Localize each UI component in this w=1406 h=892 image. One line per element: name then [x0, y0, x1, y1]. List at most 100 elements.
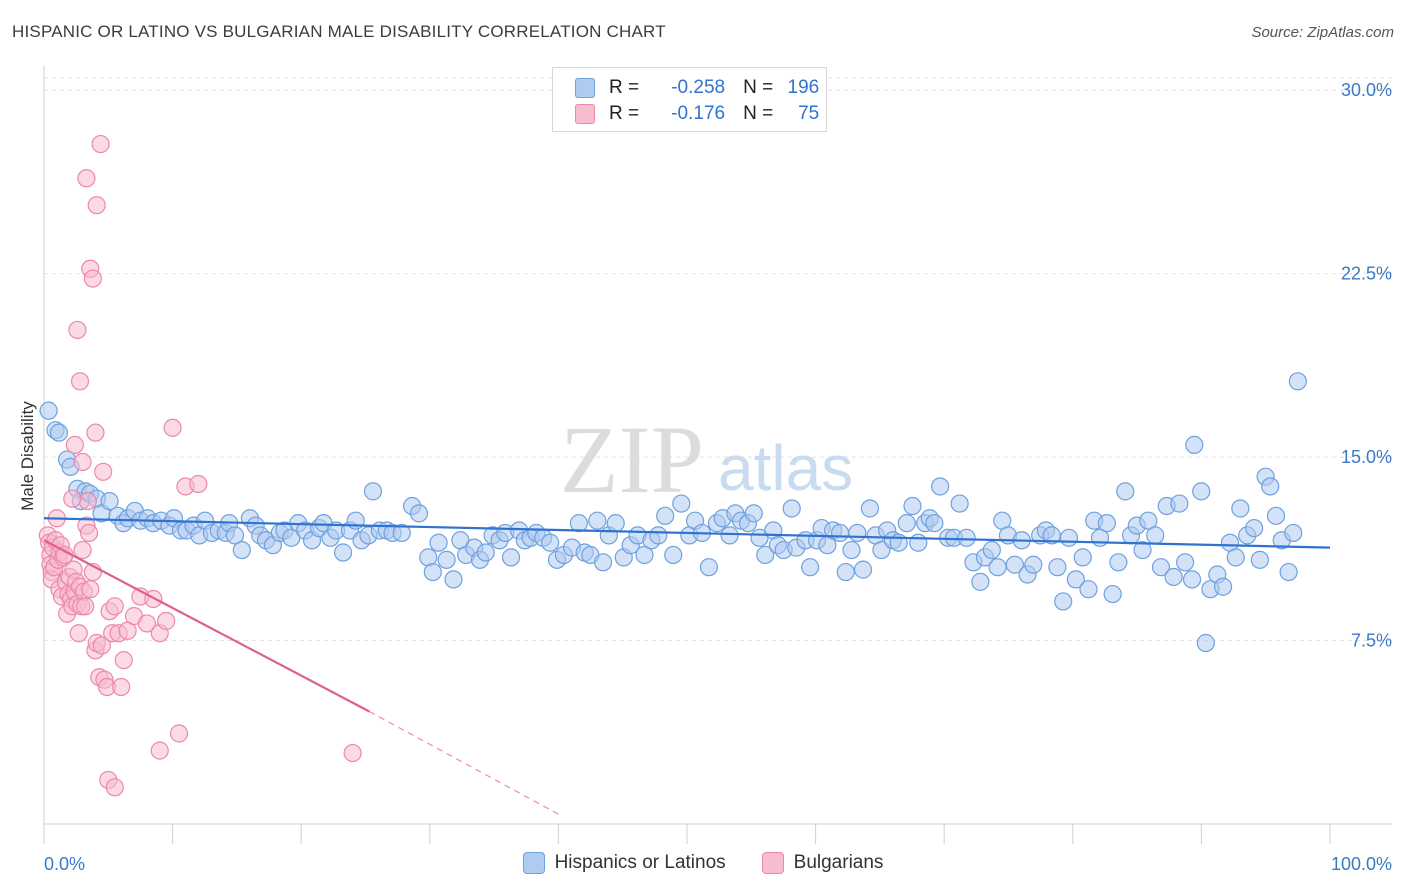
legend-row-hispanic: R = -0.258 N = 196 — [575, 76, 819, 100]
data-point — [1059, 528, 1079, 547]
trend-line-extension — [369, 710, 559, 815]
data-point — [39, 401, 58, 420]
data-point — [782, 499, 801, 518]
data-point — [423, 562, 442, 582]
data-point — [105, 597, 124, 616]
data-point — [65, 435, 84, 454]
data-point — [699, 558, 718, 577]
legend-item-hispanic[interactable]: Hispanics or Latinos — [522, 852, 726, 874]
legend-n-label: N = — [743, 77, 774, 98]
data-point — [363, 482, 383, 501]
data-point — [79, 523, 99, 543]
data-point — [163, 418, 182, 437]
y-axis-label: Male Disability — [18, 401, 37, 511]
data-point — [848, 523, 867, 543]
legend-item-bulgarian[interactable]: Bulgarians — [761, 852, 883, 874]
data-point — [105, 778, 124, 797]
data-point — [988, 558, 1007, 577]
data-point — [756, 545, 775, 565]
data-point — [982, 540, 1001, 560]
data-point — [1116, 482, 1135, 501]
legend-swatch-hispanic — [522, 852, 545, 874]
data-point — [801, 558, 820, 577]
trend-line — [43, 517, 1331, 549]
data-point — [49, 423, 69, 442]
data-point — [1103, 584, 1122, 604]
legend-row-bulgarian: R = -0.176 N = 75 — [575, 102, 819, 126]
data-point — [189, 474, 208, 494]
data-point — [78, 492, 97, 511]
data-point — [569, 514, 588, 533]
data-point — [77, 169, 96, 188]
data-point — [744, 504, 763, 523]
data-point — [925, 514, 944, 533]
data-point — [70, 372, 90, 391]
data-point — [903, 496, 922, 516]
legend-r-label: R = — [609, 103, 640, 124]
data-point — [1213, 577, 1233, 596]
data-point — [73, 452, 92, 472]
data-point — [1133, 540, 1152, 560]
data-point — [333, 543, 353, 562]
data-point — [1182, 570, 1202, 589]
data-point — [1261, 477, 1280, 496]
data-point — [842, 540, 861, 560]
data-point — [1196, 633, 1215, 653]
data-point — [1066, 570, 1085, 589]
data-point — [76, 597, 95, 616]
data-point — [1097, 514, 1116, 533]
data-point — [343, 743, 362, 763]
data-point — [137, 614, 156, 633]
data-point — [91, 134, 110, 154]
data-point — [1245, 518, 1264, 538]
legend-n-value: 75 — [798, 103, 820, 124]
tick-labels: 7.5% 15.0% 22.5% 30.0% 0.0% 100.0% — [44, 80, 1392, 874]
data-point — [1185, 435, 1204, 454]
data-point — [169, 724, 189, 743]
data-point — [588, 511, 607, 530]
legend-r-value: -0.176 — [671, 103, 726, 124]
data-point — [957, 528, 976, 547]
data-point — [1151, 558, 1171, 577]
data-point — [437, 550, 456, 569]
data-point — [853, 560, 873, 579]
data-point — [1192, 482, 1211, 501]
trend-line — [43, 539, 370, 713]
data-point — [63, 489, 82, 508]
data-point — [1250, 550, 1269, 569]
data-point — [1170, 494, 1189, 513]
data-point — [86, 423, 105, 442]
data-point — [476, 543, 495, 562]
trend-lines — [43, 517, 1331, 815]
data-point — [68, 320, 87, 340]
data-point — [1279, 562, 1298, 582]
series-legend: Hispanics or Latinos Bulgarians — [0, 852, 1406, 874]
data-point — [429, 533, 448, 552]
data-point — [593, 553, 613, 572]
data-point — [409, 504, 429, 523]
data-point — [1146, 526, 1165, 545]
data-point — [1139, 511, 1158, 530]
data-point — [1109, 553, 1128, 572]
watermark-atlas: atlas — [718, 432, 853, 504]
legend-label-hispanic: Hispanics or Latinos — [554, 852, 726, 873]
legend-r-value: -0.258 — [671, 77, 726, 98]
data-point — [232, 540, 251, 560]
data-point — [830, 523, 850, 543]
data-point — [971, 572, 990, 591]
data-point — [672, 494, 691, 513]
data-point — [444, 570, 463, 589]
data-point — [909, 533, 928, 552]
data-point — [720, 526, 739, 545]
data-point — [664, 545, 683, 565]
data-point — [346, 511, 365, 530]
data-point — [1005, 555, 1024, 574]
source-label: Source: ZipAtlas.com — [1251, 24, 1394, 41]
data-point — [114, 651, 133, 670]
y-tick-label: 22.5% — [1341, 264, 1392, 284]
legend-swatch-bulgarian — [761, 852, 784, 874]
y-tick-label: 7.5% — [1351, 631, 1392, 651]
data-point — [1288, 372, 1307, 391]
data-point — [606, 514, 625, 533]
